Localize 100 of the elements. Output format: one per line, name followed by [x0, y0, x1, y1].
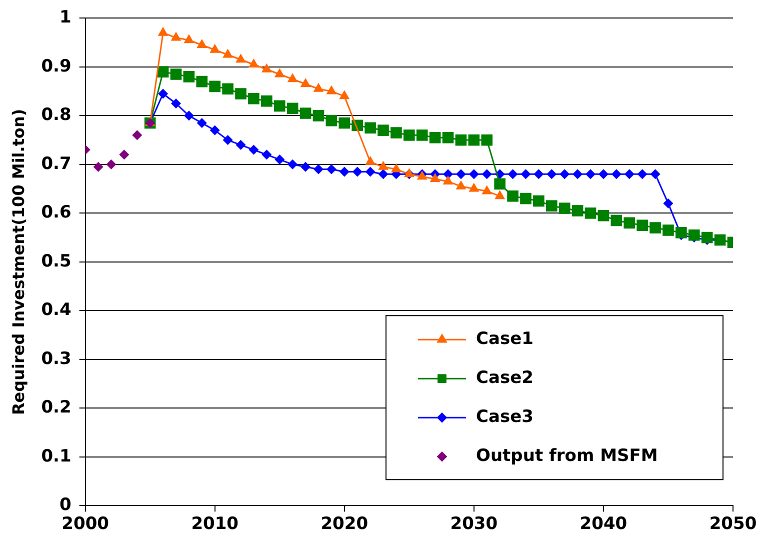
point	[338, 117, 350, 129]
point	[598, 169, 608, 180]
point	[339, 166, 350, 177]
point	[183, 71, 195, 82]
point	[416, 130, 428, 141]
point	[248, 58, 259, 68]
y-tick-label: 0	[59, 495, 72, 516]
point	[443, 169, 454, 180]
point	[508, 169, 518, 180]
point	[546, 200, 558, 212]
point	[611, 169, 622, 180]
point	[676, 227, 687, 238]
x-tick-label: 2030	[450, 514, 498, 534]
point	[390, 127, 402, 138]
point	[624, 217, 636, 229]
point	[209, 80, 221, 92]
point	[274, 154, 285, 165]
point	[558, 202, 570, 214]
point	[507, 190, 518, 202]
point	[442, 132, 454, 144]
point	[391, 163, 402, 172]
point	[248, 92, 260, 104]
point	[456, 169, 466, 180]
y-tick-label: 0.8	[41, 105, 72, 126]
point	[313, 164, 324, 174]
y-tick-label: 0.1	[41, 446, 72, 466]
y-tick-label: 0.9	[41, 56, 72, 76]
y-axis-title: Required Investment(100 Mil.ton)	[8, 108, 28, 416]
point	[404, 130, 415, 141]
point	[158, 26, 168, 36]
point	[222, 48, 233, 58]
point	[196, 76, 208, 88]
legend-label: Case3	[476, 407, 534, 428]
point	[261, 63, 272, 72]
point	[196, 118, 207, 128]
point	[313, 82, 324, 92]
point	[520, 169, 531, 180]
point	[93, 162, 104, 172]
point	[468, 169, 479, 180]
y-tick-label: 0.7	[41, 154, 72, 174]
point	[261, 95, 272, 107]
point	[637, 169, 648, 180]
point	[235, 88, 246, 100]
point	[184, 110, 194, 121]
x-tick-label: 2050	[709, 514, 757, 534]
point	[210, 44, 220, 53]
point	[429, 132, 441, 144]
point	[584, 208, 596, 219]
y-tick-label: 0.2	[41, 398, 72, 418]
point	[560, 169, 570, 180]
point	[546, 169, 557, 180]
point	[300, 78, 311, 87]
y-tick-label: 1	[59, 8, 72, 28]
point	[365, 166, 376, 177]
legend-label: Case2	[476, 368, 534, 388]
point	[222, 135, 233, 146]
point	[352, 166, 362, 177]
x-tick-label: 2040	[580, 514, 628, 534]
point	[701, 232, 713, 244]
point	[610, 214, 622, 226]
legend-label: Output from MSFM	[476, 446, 658, 466]
point	[170, 32, 182, 41]
point	[520, 192, 532, 204]
point	[170, 98, 181, 108]
point	[430, 173, 440, 182]
point	[326, 85, 337, 94]
point	[312, 110, 324, 122]
point	[157, 66, 169, 78]
point	[248, 144, 259, 155]
point	[663, 198, 674, 208]
point	[119, 150, 130, 160]
point	[158, 88, 168, 99]
x-tick-label: 2000	[62, 514, 110, 534]
point	[494, 190, 506, 200]
point	[106, 159, 116, 170]
point	[586, 169, 596, 180]
point	[378, 169, 388, 180]
point	[598, 210, 610, 222]
point	[262, 150, 272, 160]
point	[482, 169, 492, 180]
point	[184, 34, 194, 44]
point	[274, 68, 285, 78]
y-tick-label: 0.5	[41, 251, 72, 272]
point	[468, 134, 480, 146]
point	[572, 169, 583, 180]
point	[468, 182, 480, 192]
point	[636, 220, 648, 231]
point	[650, 169, 660, 180]
point	[481, 134, 493, 146]
point	[455, 134, 467, 146]
point	[132, 130, 142, 140]
point	[300, 108, 312, 119]
point	[300, 162, 311, 172]
point	[572, 205, 584, 216]
point	[378, 160, 388, 170]
point	[196, 39, 208, 48]
point	[662, 224, 674, 236]
point	[236, 140, 246, 150]
point	[288, 159, 298, 170]
x-tick-label: 2020	[320, 514, 368, 534]
